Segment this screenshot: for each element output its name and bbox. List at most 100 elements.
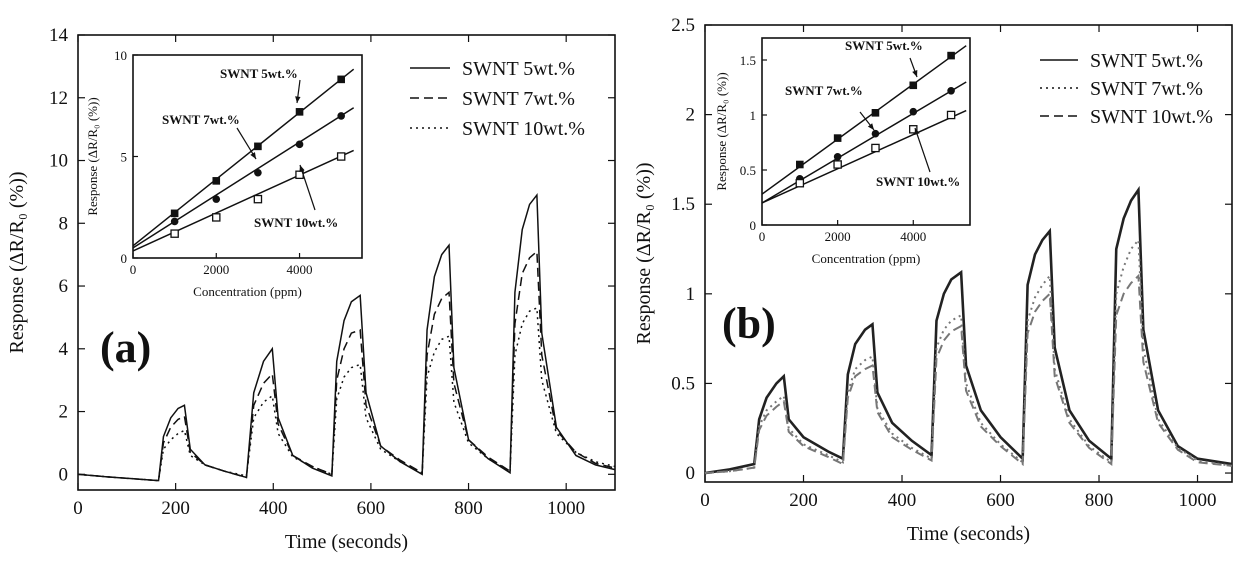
x-tick-label: 0 (700, 490, 710, 511)
inset-point (337, 112, 345, 120)
series-line-1 (704, 185, 1233, 475)
y-tick-label: 4 (59, 339, 69, 360)
series-line-2 (77, 249, 616, 482)
inset-x-axis-title: Concentration (ppm) (812, 251, 921, 266)
inset-y-tick-label: 0 (121, 251, 128, 266)
inset-point (871, 109, 880, 117)
inset-point (170, 209, 179, 218)
inset-point (795, 178, 805, 188)
inset-x-tick-label: 2000 (825, 229, 851, 244)
inset-point (336, 152, 346, 161)
x-axis-title: Time (seconds) (285, 531, 408, 553)
x-tick-label: 0 (73, 498, 83, 519)
inset-point (796, 160, 804, 169)
y-axis-title: Response (ΔR/R₀ (%)) (633, 162, 655, 344)
plot-frame (77, 34, 616, 491)
legend-label-3: SWNT 10wt.% (462, 118, 585, 140)
inset-fit-line-2 (132, 107, 355, 249)
inset-point (871, 129, 880, 138)
inset-annotation-3: SWNT 10wt.% (876, 174, 960, 189)
inset-point (253, 194, 263, 204)
inset-y-tick-label: 1.5 (740, 53, 756, 68)
y-tick-label: 14 (49, 25, 69, 46)
panel-a: 0 200 400 600 800 1000 0 2 4 6 8 10 12 14 Time (second… (6, 25, 616, 553)
inset-arrowhead (299, 165, 305, 172)
series-line-3 (704, 273, 1233, 475)
y-axis-title: Response (ΔR/R₀ (%)) (6, 171, 28, 353)
inset-point (833, 153, 842, 161)
inset-arrowhead (912, 70, 918, 77)
x-tick-label: 600 (357, 498, 386, 519)
legend-label-2: SWNT 7wt.% (462, 88, 575, 110)
inset-point (295, 108, 304, 116)
inset-point (295, 140, 304, 149)
inset-y-axis-title: Response (ΔR/R₀ (%)) (714, 72, 729, 190)
inset-point (947, 87, 955, 95)
inset-point (909, 125, 918, 134)
panel-label: (b) (722, 299, 776, 348)
inset-point (254, 168, 262, 177)
y-tick-label: 2 (59, 402, 69, 423)
panel-label: (a) (100, 323, 151, 372)
inset-point (871, 143, 880, 153)
legend-label-2: SWNT 7wt.% (1090, 78, 1203, 100)
inset-point (254, 142, 262, 151)
inset-point (170, 229, 179, 238)
inset-y-axis-title: Response (ΔR/R₀ (%)) (85, 97, 100, 215)
inset-point (170, 217, 179, 226)
y-tick-label: 0.5 (671, 373, 695, 394)
series-line-2 (704, 237, 1233, 475)
x-tick-label: 200 (789, 490, 818, 511)
inset-frame (761, 37, 971, 226)
x-tick-label: 1000 (1179, 490, 1217, 511)
inset-point (212, 177, 221, 185)
inset-fit-line-3 (761, 109, 967, 204)
inset-point (947, 51, 955, 60)
y-tick-label: 8 (59, 213, 69, 234)
x-tick-label: 400 (888, 490, 917, 511)
series-line-1 (77, 192, 616, 482)
inset-arrowhead (250, 152, 256, 159)
inset-annotation-3: SWNT 10wt.% (254, 215, 338, 230)
y-tick-label: 0 (59, 464, 69, 485)
inset-arrowhead (867, 123, 874, 130)
inset-x-tick-label: 4000 (900, 229, 926, 244)
inset-y-tick-label: 0.5 (740, 163, 756, 178)
y-tick-label: 2.5 (671, 15, 695, 36)
inset-arrowhead (914, 128, 920, 135)
inset-y-tick-label: 0 (750, 218, 757, 233)
inset-plot: 0 2000 4000 0 0.5 1 1.5 Concentration (ppm) Resp… (714, 37, 971, 266)
y-tick-label: 12 (49, 88, 68, 109)
inset-point (833, 160, 842, 169)
inset-x-tick-label: 0 (759, 229, 766, 244)
inset-plot: 0 2000 4000 0 5 10 Concentration (ppm) Response… (85, 48, 363, 299)
inset-fit-line-1 (132, 68, 355, 247)
inset-annotation-2: SWNT 7wt.% (785, 83, 863, 98)
inset-point (909, 81, 918, 90)
x-tick-label: 200 (161, 498, 190, 519)
legend-label-1: SWNT 5wt.% (462, 58, 575, 80)
y-tick-label: 6 (59, 276, 69, 297)
inset-point (337, 75, 345, 84)
inset-x-tick-label: 2000 (203, 262, 229, 277)
inset-annotation-2: SWNT 7wt.% (162, 112, 240, 127)
inset-fit-line-1 (761, 45, 967, 195)
inset-point (909, 107, 918, 116)
inset-point (946, 110, 956, 120)
x-tick-label: 1000 (547, 498, 585, 519)
inset-x-tick-label: 0 (130, 262, 137, 277)
x-axis-title: Time (seconds) (907, 523, 1030, 545)
inset-x-axis-title: Concentration (ppm) (193, 284, 302, 299)
panel-b: 0 200 400 600 800 1000 0 0.5 1 1.5 2 2.5 Time (secon… (633, 15, 1233, 545)
x-tick-label: 800 (454, 498, 483, 519)
y-tick-label: 0 (686, 463, 696, 484)
y-tick-label: 2 (686, 105, 696, 126)
y-tick-label: 10 (49, 151, 68, 172)
legend-label-3: SWNT 10wt.% (1090, 106, 1213, 128)
x-tick-label: 400 (259, 498, 288, 519)
inset-point (833, 134, 842, 142)
plot-frame (704, 24, 1233, 483)
x-tick-label: 600 (986, 490, 1015, 511)
inset-point (212, 195, 221, 203)
